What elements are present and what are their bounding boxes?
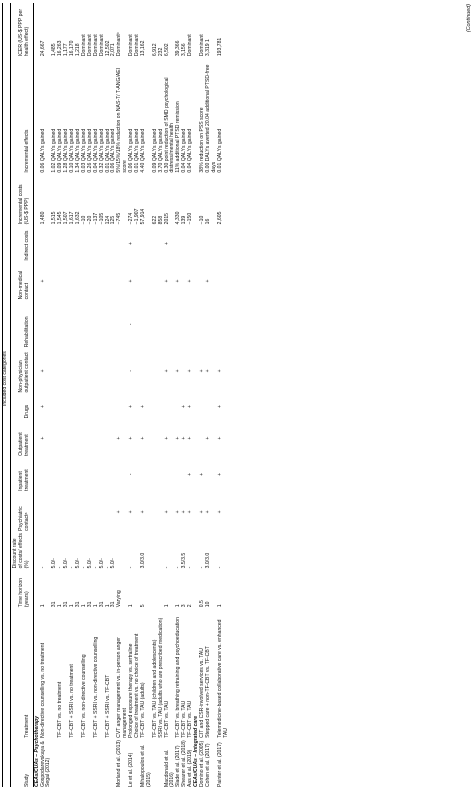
table-cell: +: [139, 510, 146, 514]
column-header: Inpatient treatment: [10, 455, 34, 491]
table-cell: [165, 393, 177, 419]
table-cell: -: [216, 566, 223, 569]
table-cell: [41, 456, 53, 491]
table-cell: Mihalopoulos et al. (2015): [139, 744, 152, 787]
table-cell: +: [139, 436, 146, 440]
table-cell: Varying: [116, 590, 123, 608]
table-cell: [206, 299, 218, 347]
table-cell: 0.00 DALYs averted 20.04 additional PTSD…: [204, 64, 217, 173]
table-cell: Cohen et al. (2017): [204, 743, 211, 787]
table-cell: [206, 393, 218, 419]
table-cell: [141, 456, 153, 491]
table-cell: +: [204, 436, 211, 440]
column-header: Outpatient treatment: [10, 418, 34, 456]
table-row: Painter et al. (2017) Telemedicine-based …: [216, 3, 230, 787]
table-cell: 1: [163, 604, 170, 608]
table-cell: +: [216, 436, 223, 440]
continued-label: (Continued): [466, 4, 472, 33]
table-cell: [206, 224, 218, 260]
table-cell: +: [216, 472, 223, 476]
table-cell: [165, 456, 177, 491]
table-body: CEAs/CUAs – Psychotherapy Gospodarevskaya…: [33, 3, 229, 787]
column-header: Non-physician outpatient contact: [10, 347, 34, 393]
table-cell: Telemedicine-based collaborative care vs…: [216, 619, 229, 738]
column-header: Treatment: [10, 607, 34, 738]
table-cell: [165, 299, 177, 347]
results-table: Included cost categories Study Treatment T…: [2, 3, 230, 787]
table-cell: [206, 456, 218, 491]
table-cell: [41, 299, 53, 347]
table-cell: 3,319 1: [204, 39, 211, 57]
table-cell: +: [216, 369, 223, 373]
column-header-row: Study Treatment Time horizon (years) Discou…: [10, 3, 34, 787]
table-cell: 3.0/3.0: [204, 552, 211, 569]
column-header: Rehabilitation: [10, 299, 34, 348]
table-cell: +: [163, 241, 170, 245]
table-cell: Stepped care + non-TF-CBT vs. TF-CBT: [204, 646, 211, 738]
column-header: ICER (US-$ PPP per health effect): [10, 3, 34, 57]
table-row: Mihalopoulos et al. (2015) TF-CBT vs. TAU…: [139, 3, 153, 787]
table-cell: [218, 299, 230, 347]
column-header: Study: [10, 737, 34, 787]
table-cell: +: [139, 404, 146, 408]
column-header: Incremental costs (US-$ PPP): [10, 172, 34, 225]
table-row: Cohen et al. (2017) Stepped care + non-TF…: [204, 3, 218, 787]
table-cell: [218, 224, 230, 260]
table-row: Gospodarevskaya & Segal (2012) Non-direct…: [39, 3, 53, 787]
table-cell: [41, 491, 53, 531]
table-cell: +: [39, 279, 46, 283]
table-cell: [141, 224, 153, 260]
table-cell: 16: [204, 218, 211, 225]
table-cell: 5: [139, 604, 146, 608]
table-cell: +: [216, 404, 223, 408]
table-cell: 3.0/3.0: [139, 552, 146, 569]
table-cell: +: [39, 404, 46, 408]
table-cell: 57,914: [139, 208, 146, 225]
table-cell: 2,605: [216, 211, 223, 225]
table-cell: +: [39, 436, 46, 440]
table-cell: +: [216, 510, 223, 514]
category-header-row: Included cost categories: [2, 3, 11, 787]
table-cell: +: [204, 369, 211, 373]
table-cell: +: [204, 279, 211, 283]
table-cell: 193,781: [216, 37, 223, 57]
table-cell: 1: [216, 604, 223, 608]
table-cell: -: [163, 566, 170, 569]
table-cell: 4.40 QALYs gained: [139, 128, 146, 173]
column-header: Drugs: [10, 392, 34, 419]
column-header: Non-medical contact: [10, 260, 34, 300]
table-cell: +: [39, 369, 46, 373]
column-header: Time horizon (years): [10, 568, 34, 608]
column-header: Discount rate of costs/ effects (%): [10, 530, 34, 569]
table-cell: +: [204, 510, 211, 514]
table-cell: 0.01 QALYs gained: [216, 128, 223, 173]
table-cell: Gospodarevskaya & Segal (2012): [39, 741, 52, 787]
table-cell: TF-CBT vs. TAU (adults): [139, 682, 146, 738]
column-header: Psychiatric contactᵃ: [10, 490, 34, 531]
column-header: Indirect costs: [10, 224, 34, 261]
table-cell: Non-directive counselling vs. no treatme…: [39, 642, 46, 738]
table-cell: [218, 261, 230, 300]
table-cell: [141, 347, 153, 392]
column-header: Incremental effects: [10, 56, 34, 173]
table-cell: [117, 531, 129, 569]
table-cell: 13,162: [139, 40, 146, 57]
table-cell: 10: [204, 601, 211, 608]
table-cell: [141, 299, 153, 347]
included-cost-categories-header: Included cost categories: [2, 224, 11, 531]
table-cell: Painter et al. (2017): [216, 742, 223, 787]
table-cell: [41, 224, 53, 260]
table-cell: [141, 261, 153, 300]
